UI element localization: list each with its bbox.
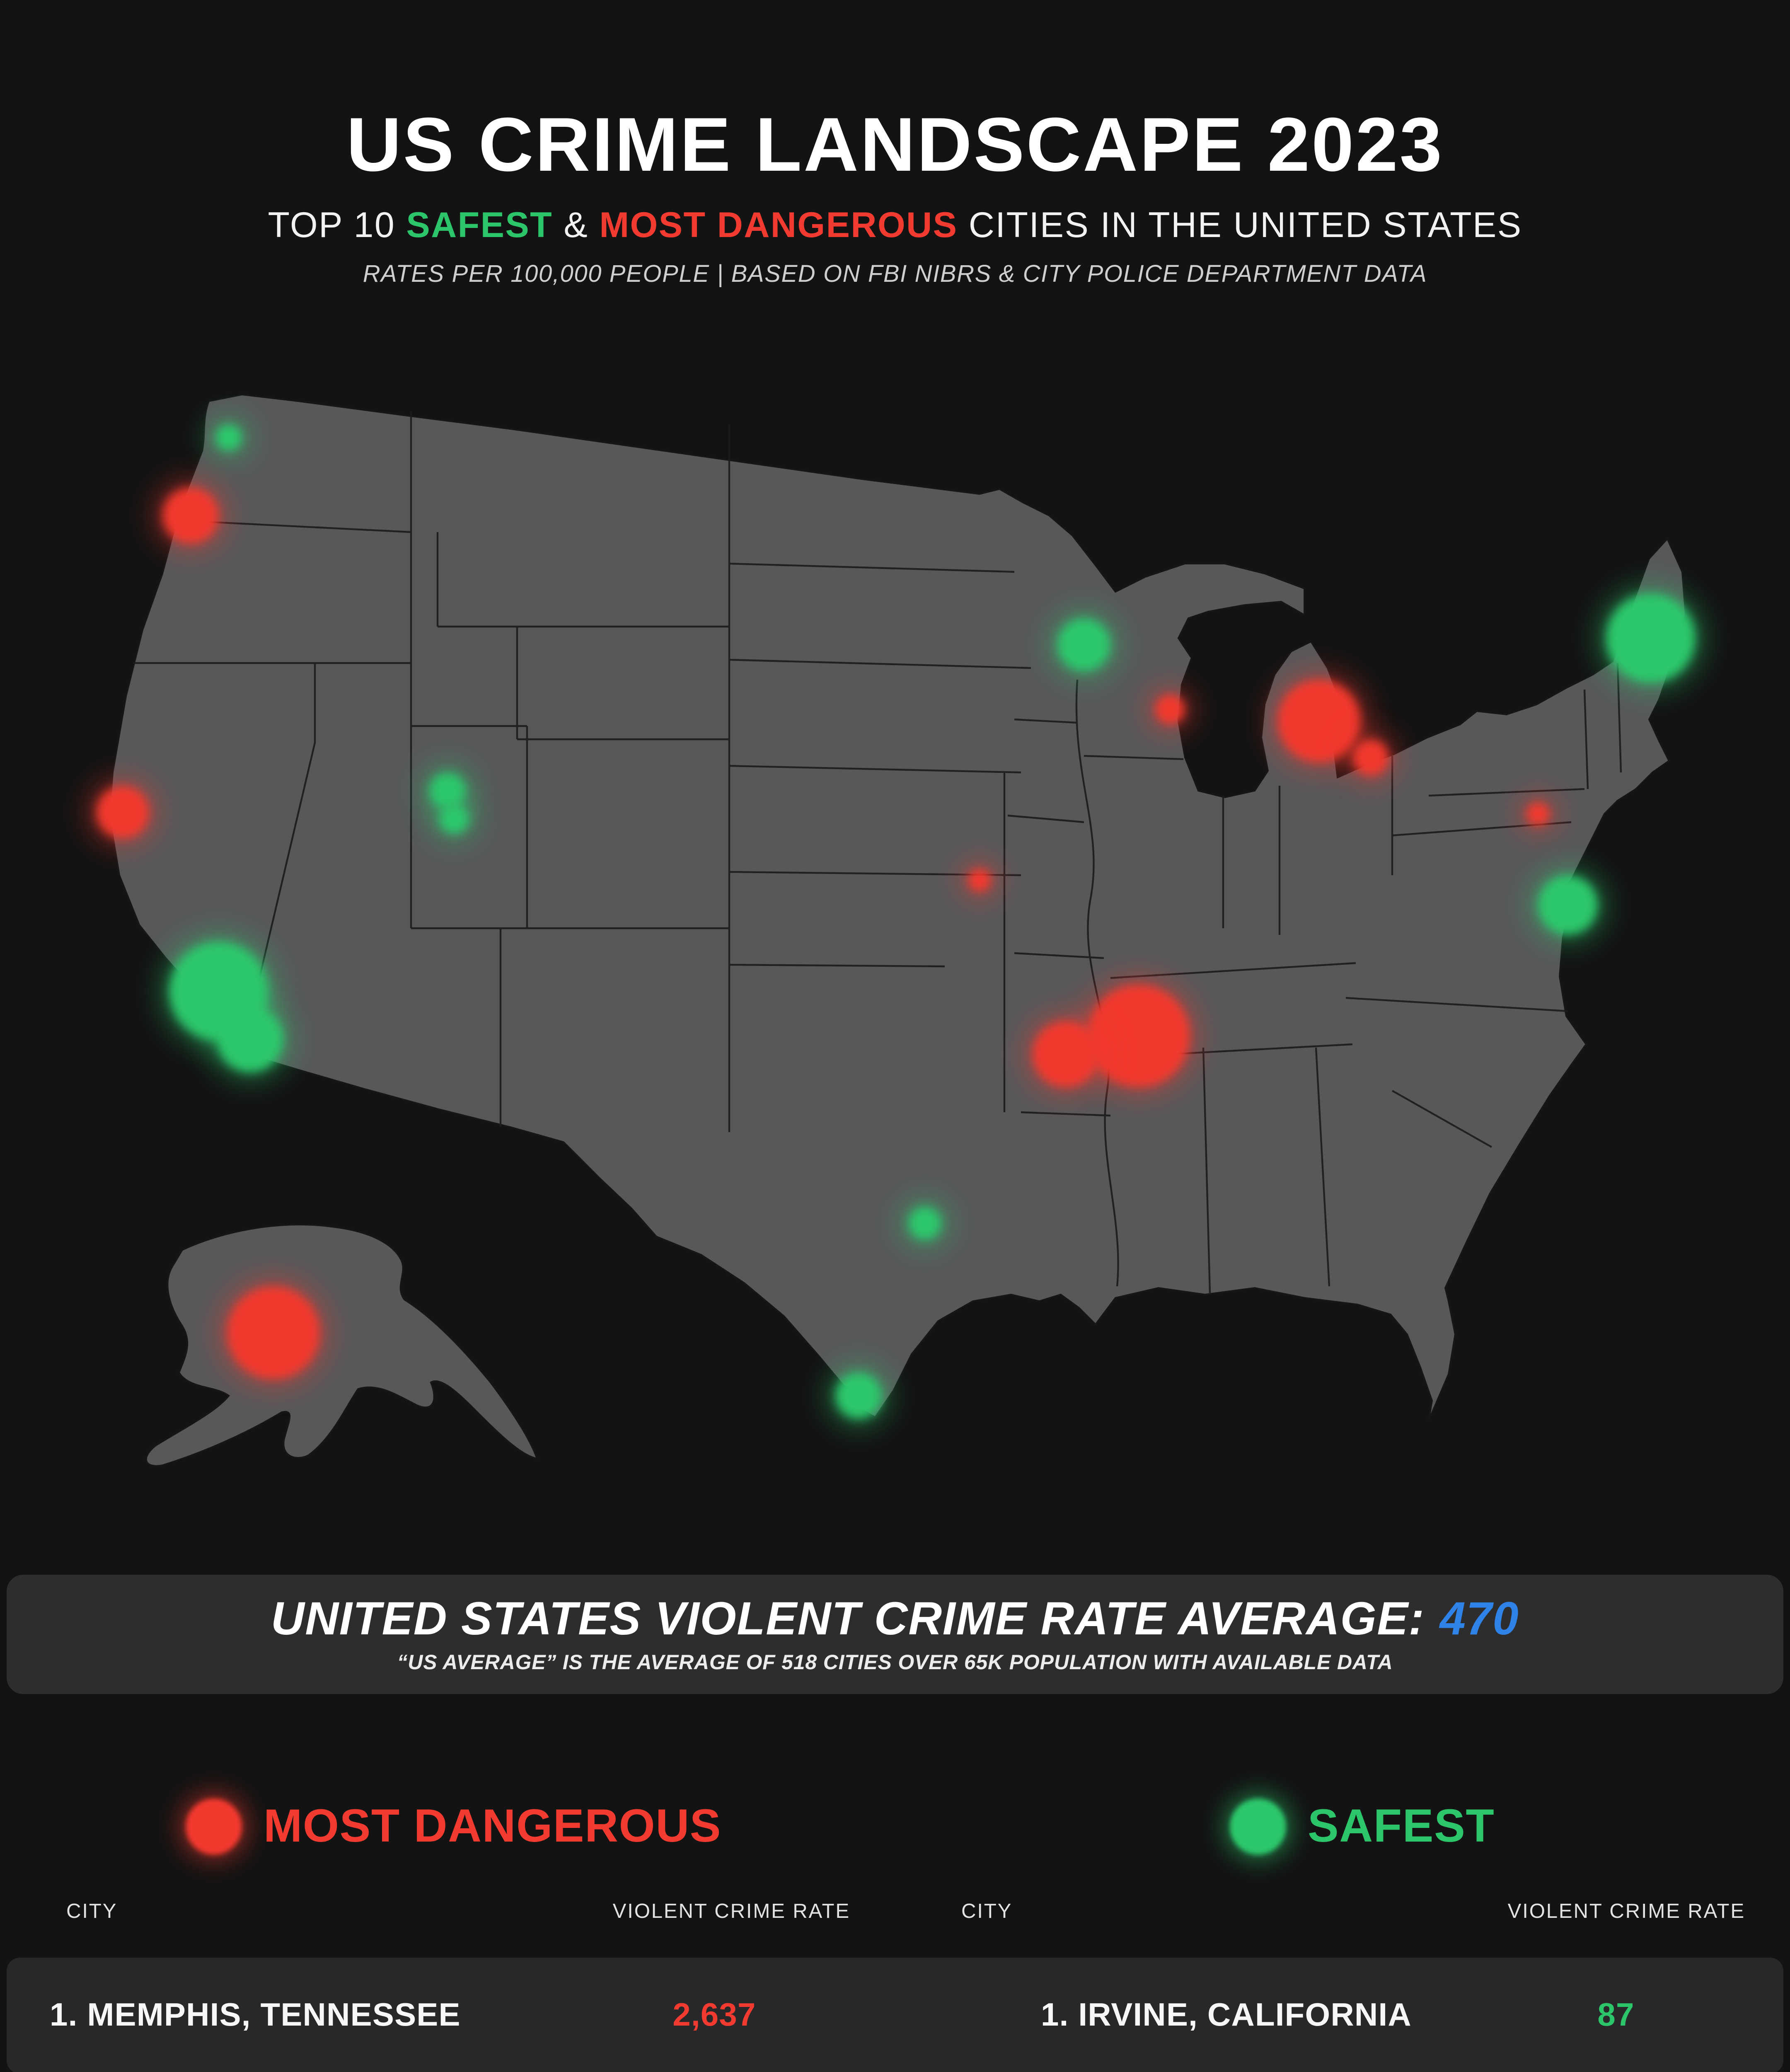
map-bubble-college-station xyxy=(908,1207,941,1240)
map-bubble-oakland xyxy=(96,786,149,839)
map-bubble-orem xyxy=(429,772,466,809)
map-bubble-eau-claire xyxy=(1057,618,1110,671)
map-bubble-portland xyxy=(162,487,219,544)
us-average-note: “US AVERAGE” IS THE AVERAGE OF 518 CITIE… xyxy=(397,1651,1393,1674)
map-bubble-cleveland xyxy=(1352,739,1389,776)
us-map xyxy=(83,378,1707,1492)
table-headers: CITY VIOLENT CRIME RATE CITY VIOLENT CRI… xyxy=(0,1890,1790,1933)
alaska-landmass xyxy=(145,1224,538,1467)
map-bubble-memphis xyxy=(1087,985,1190,1087)
map-bubble-baltimore xyxy=(1526,802,1550,825)
map-bubble-mcallen xyxy=(835,1372,882,1419)
page-title: US CRIME LANDSCAPE 2023 xyxy=(346,101,1444,187)
us-average-heading: UNITED STATES VIOLENT CRIME RATE AVERAGE… xyxy=(7,1593,1783,1646)
us-average-value: 470 xyxy=(1439,1593,1519,1644)
map-bubble-bellevue xyxy=(215,424,242,451)
safest-rate-1: 87 xyxy=(1597,1997,1635,2033)
us-average-label: UNITED STATES VIOLENT CRIME RATE AVERAGE… xyxy=(271,1593,1425,1644)
map-bubble-provo xyxy=(439,804,469,834)
dangerous-city-1: 1. MEMPHIS, TENNESSEE xyxy=(50,1997,461,2033)
green-dot-icon xyxy=(1230,1798,1286,1855)
map-bubble-milwaukee xyxy=(1155,695,1185,724)
legend-safest-label: SAFEST xyxy=(1308,1800,1495,1852)
map-bubble-anchorage xyxy=(227,1286,320,1379)
map-bubble-detroit xyxy=(1278,680,1361,762)
legend: MOST DANGEROUS SAFEST xyxy=(0,1787,1790,1866)
subtitle-ampersand: & xyxy=(553,206,600,245)
dangerous-rate-1: 2,637 xyxy=(672,1997,756,2033)
header-rate-left: VIOLENT CRIME RATE xyxy=(612,1900,850,1923)
subtitle-safest-word: SAFEST xyxy=(406,206,553,245)
table-row: 1. MEMPHIS, TENNESSEE 2,637 1. IRVINE, C… xyxy=(7,1958,1783,2072)
header-city-right: CITY xyxy=(961,1900,1013,1923)
map-bubble-layer xyxy=(83,378,1707,1492)
map-bubble-kansas-city xyxy=(968,869,991,892)
map-bubble-nashua xyxy=(1606,593,1696,683)
safest-city-1: 1. IRVINE, CALIFORNIA xyxy=(1041,1997,1412,2033)
legend-dangerous-label: MOST DANGEROUS xyxy=(264,1800,722,1852)
legend-item-safest: SAFEST xyxy=(1230,1787,1495,1866)
legend-item-dangerous: MOST DANGEROUS xyxy=(186,1787,721,1866)
data-source-tagline: RATES PER 100,000 PEOPLE | BASED ON FBI … xyxy=(363,262,1427,288)
subtitle-prefix: TOP 10 xyxy=(268,206,406,245)
map-bubble-virginia-beach xyxy=(1538,875,1598,935)
header-rate-right: VIOLENT CRIME RATE xyxy=(1507,1900,1745,1923)
us-average-banner: UNITED STATES VIOLENT CRIME RATE AVERAGE… xyxy=(7,1575,1783,1694)
red-dot-icon xyxy=(186,1798,242,1855)
header: US CRIME LANDSCAPE 2023 TOP 10 SAFEST & … xyxy=(0,99,1790,288)
map-bubble-little-rock xyxy=(1033,1021,1099,1087)
state-borders xyxy=(133,411,1622,1293)
map-bubble-thousand-oaks xyxy=(217,1006,283,1072)
ranking-table: 1. MEMPHIS, TENNESSEE 2,637 1. IRVINE, C… xyxy=(0,1958,1790,2072)
header-city-left: CITY xyxy=(66,1900,118,1923)
subtitle-suffix: CITIES IN THE UNITED STATES xyxy=(958,206,1522,245)
subtitle: TOP 10 SAFEST & MOST DANGEROUS CITIES IN… xyxy=(0,206,1790,247)
subtitle-dangerous-word: MOST DANGEROUS xyxy=(599,206,958,245)
